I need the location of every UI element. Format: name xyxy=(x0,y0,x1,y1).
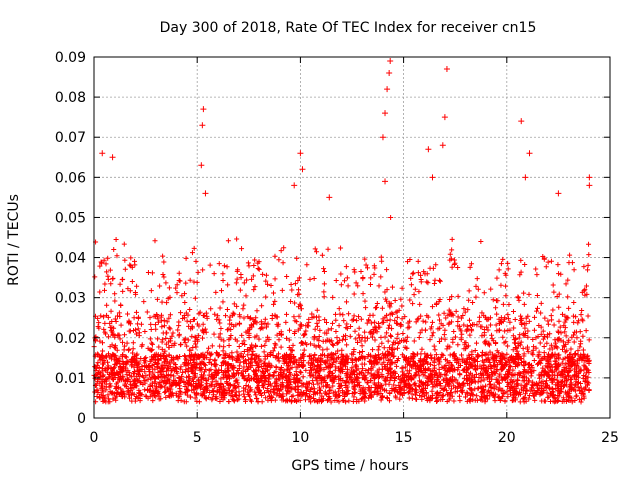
data-point xyxy=(586,182,593,189)
data-point xyxy=(441,114,448,121)
data-point xyxy=(586,174,593,181)
y-tick-label: 0.08 xyxy=(55,90,86,106)
data-point xyxy=(425,146,432,153)
data-point xyxy=(199,122,206,129)
data-point xyxy=(202,190,209,197)
data-point xyxy=(387,58,394,65)
data-point xyxy=(200,106,207,113)
data-point xyxy=(198,162,205,169)
y-tick-label: 0.03 xyxy=(55,291,86,307)
x-tick-label: 25 xyxy=(601,430,619,446)
data-point xyxy=(429,174,436,181)
x-tick-label: 15 xyxy=(395,430,413,446)
y-tick-label: 0.09 xyxy=(55,50,86,66)
y-tick-label: 0.05 xyxy=(55,210,86,226)
y-tick-label: 0.06 xyxy=(55,170,86,186)
data-point xyxy=(555,190,562,197)
x-tick-label: 5 xyxy=(193,430,202,446)
y-tick-label: 0.01 xyxy=(55,371,86,387)
data-point xyxy=(99,150,106,157)
x-tick-label: 20 xyxy=(498,430,516,446)
y-tick-label: 0 xyxy=(77,411,86,427)
data-point xyxy=(384,86,391,93)
data-points xyxy=(91,58,593,405)
plot-frame xyxy=(93,56,611,419)
y-tick-label: 0.02 xyxy=(55,331,86,347)
chart-title: Day 300 of 2018, Rate Of TEC Index for r… xyxy=(160,20,537,36)
data-point xyxy=(299,166,306,173)
data-point xyxy=(109,154,116,161)
data-point xyxy=(518,118,525,125)
tick-labels: 0 5 10 15 20 25 0 0.01 0.02 0.03 0.04 0.05 0.06 0.07 0… xyxy=(55,50,619,446)
data-point xyxy=(526,150,533,157)
data-point xyxy=(297,150,304,157)
data-point xyxy=(439,142,446,149)
x-axis-label: GPS time / hours xyxy=(291,458,408,474)
data-point xyxy=(382,178,389,185)
data-point-cloud xyxy=(91,214,592,405)
data-point xyxy=(382,110,389,117)
x-tick-label: 0 xyxy=(90,430,99,446)
data-point xyxy=(386,70,393,77)
x-tick-label: 10 xyxy=(291,430,309,446)
data-point xyxy=(326,194,333,201)
data-point xyxy=(291,182,298,189)
y-tick-label: 0.04 xyxy=(55,251,86,267)
y-tick-label: 0.07 xyxy=(55,130,86,146)
data-point xyxy=(379,134,386,141)
data-point xyxy=(522,174,529,181)
axis-ticks xyxy=(93,56,611,419)
y-axis-label: ROTI / TECUs xyxy=(6,194,22,286)
data-point xyxy=(443,66,450,73)
